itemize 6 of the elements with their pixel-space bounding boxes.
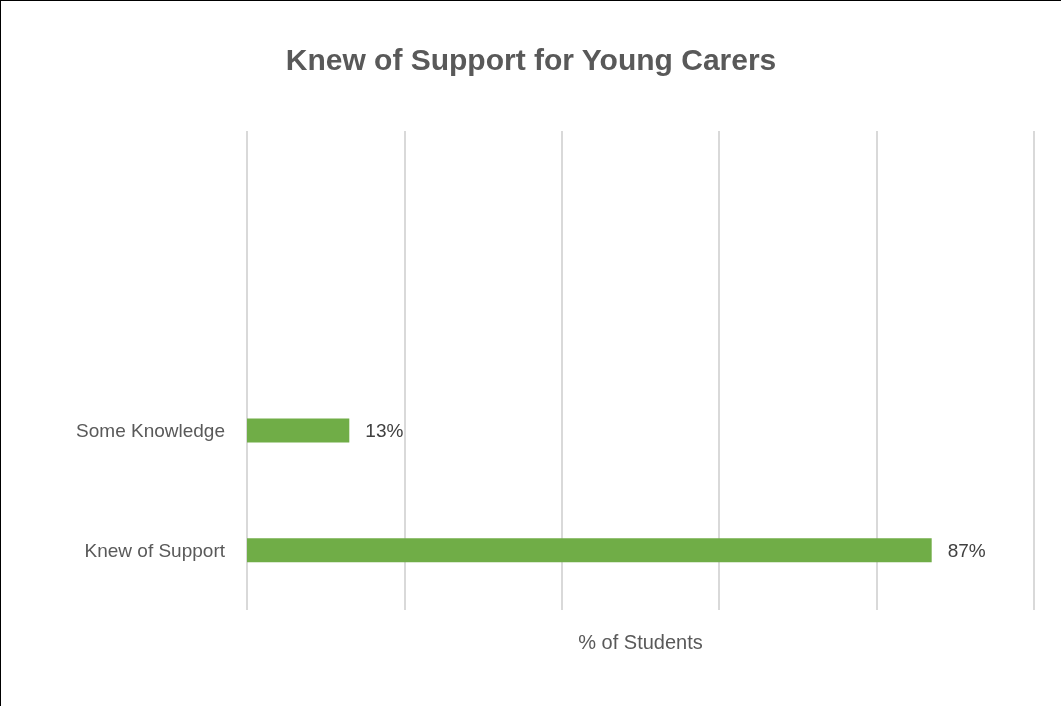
- data-label: 13%: [365, 419, 404, 441]
- data-label: 87%: [947, 539, 986, 561]
- y-tick-label: Knew of Support: [84, 539, 226, 561]
- y-tick-label: Some Knowledge: [76, 419, 225, 441]
- x-axis-title: % of Students: [578, 631, 703, 653]
- chart-title: Knew of Support for Young Carers: [285, 42, 777, 76]
